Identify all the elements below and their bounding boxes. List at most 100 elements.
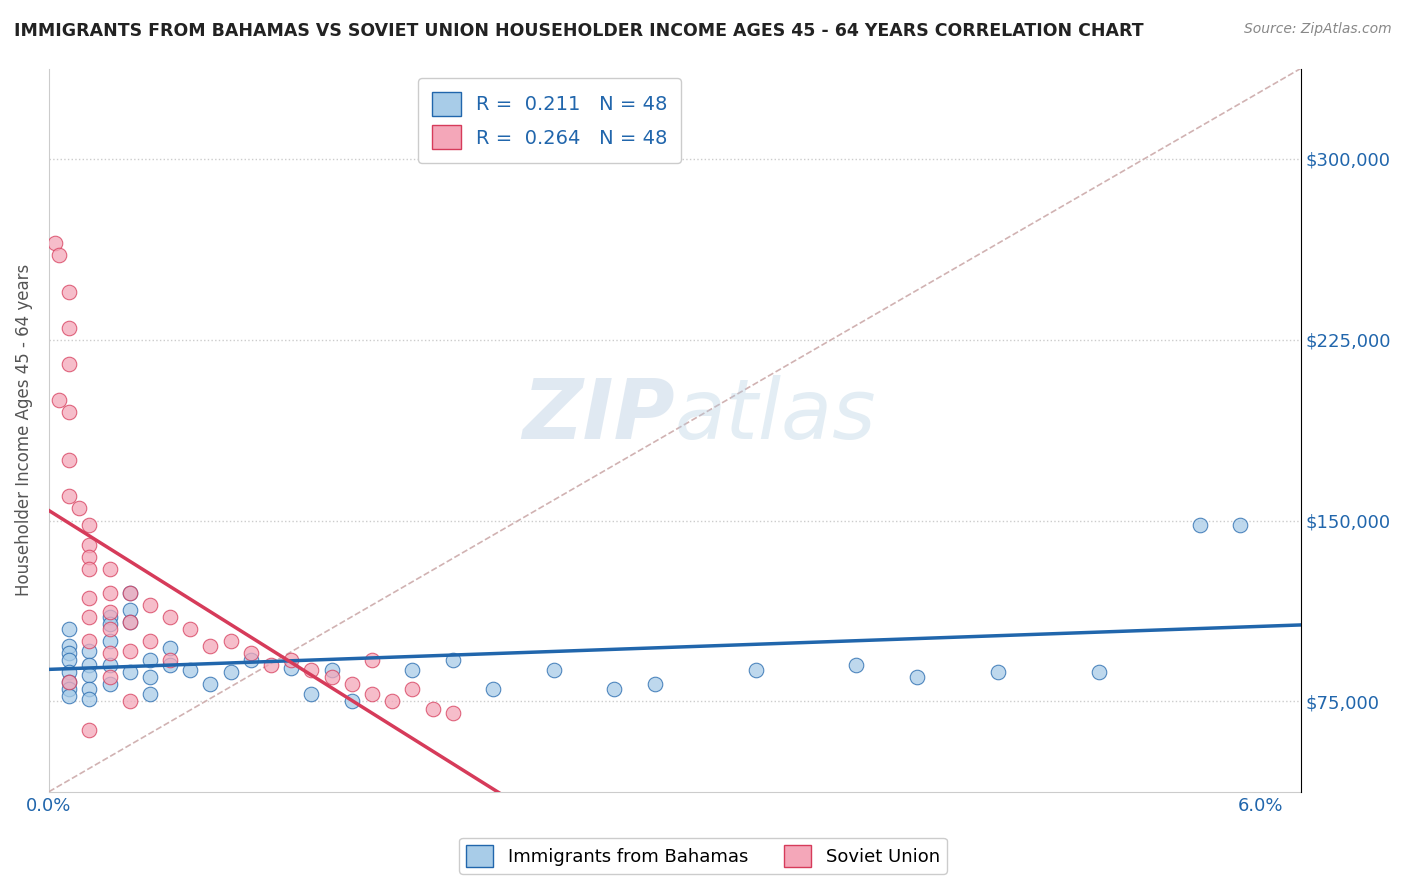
Point: [441, 706, 464, 721]
Point: [79, 591, 101, 605]
Point: [118, 665, 141, 680]
Point: [98, 670, 121, 684]
Point: [280, 660, 302, 674]
Point: [219, 665, 242, 680]
Point: [79, 658, 101, 673]
Point: [118, 643, 141, 657]
Point: [98, 562, 121, 576]
Point: [1188, 518, 1211, 533]
Point: [441, 653, 464, 667]
Point: [79, 549, 101, 564]
Point: [58, 622, 80, 636]
Point: [58, 682, 80, 697]
Point: [603, 682, 626, 697]
Point: [482, 682, 505, 697]
Point: [98, 617, 121, 632]
Point: [118, 615, 141, 629]
Point: [744, 663, 766, 677]
Point: [299, 687, 322, 701]
Text: Source: ZipAtlas.com: Source: ZipAtlas.com: [1244, 22, 1392, 37]
Point: [58, 646, 80, 660]
Text: atlas: atlas: [675, 376, 876, 456]
Point: [139, 687, 162, 701]
Point: [98, 622, 121, 636]
Point: [48, 248, 70, 262]
Point: [401, 663, 423, 677]
Point: [340, 677, 363, 691]
Point: [340, 694, 363, 708]
Legend: Immigrants from Bahamas, Soviet Union: Immigrants from Bahamas, Soviet Union: [458, 838, 948, 874]
Point: [98, 610, 121, 624]
Point: [1229, 518, 1251, 533]
Point: [401, 682, 423, 697]
Text: IMMIGRANTS FROM BAHAMAS VS SOVIET UNION HOUSEHOLDER INCOME AGES 45 - 64 YEARS CO: IMMIGRANTS FROM BAHAMAS VS SOVIET UNION …: [14, 22, 1143, 40]
Point: [260, 658, 283, 673]
Point: [139, 598, 162, 612]
Point: [179, 663, 201, 677]
Point: [79, 634, 101, 648]
Point: [79, 667, 101, 681]
Point: [79, 692, 101, 706]
Point: [79, 610, 101, 624]
Point: [98, 658, 121, 673]
Point: [179, 622, 201, 636]
Point: [118, 586, 141, 600]
Point: [118, 615, 141, 629]
Point: [79, 682, 101, 697]
Point: [219, 634, 242, 648]
Point: [1087, 665, 1109, 680]
Point: [239, 646, 262, 660]
Point: [67, 501, 90, 516]
Point: [58, 405, 80, 419]
Point: [58, 690, 80, 704]
Point: [58, 675, 80, 690]
Point: [321, 670, 343, 684]
Point: [139, 670, 162, 684]
Point: [159, 641, 181, 656]
Point: [58, 675, 80, 690]
Point: [159, 610, 181, 624]
Point: [845, 658, 868, 673]
Point: [48, 392, 70, 407]
Point: [321, 663, 343, 677]
Point: [58, 320, 80, 334]
Point: [58, 639, 80, 653]
Point: [58, 490, 80, 504]
Point: [98, 677, 121, 691]
Point: [98, 634, 121, 648]
Point: [79, 518, 101, 533]
Point: [422, 701, 444, 715]
Point: [905, 670, 928, 684]
Point: [79, 723, 101, 738]
Point: [98, 605, 121, 619]
Point: [44, 236, 66, 251]
Point: [79, 538, 101, 552]
Point: [118, 586, 141, 600]
Legend: R =  0.211   N = 48, R =  0.264   N = 48: R = 0.211 N = 48, R = 0.264 N = 48: [418, 78, 682, 162]
Point: [299, 663, 322, 677]
Point: [280, 653, 302, 667]
Y-axis label: Householder Income Ages 45 - 64 years: Householder Income Ages 45 - 64 years: [15, 264, 32, 596]
Point: [381, 694, 404, 708]
Point: [139, 653, 162, 667]
Point: [58, 653, 80, 667]
Text: ZIP: ZIP: [522, 376, 675, 456]
Point: [98, 586, 121, 600]
Point: [644, 677, 666, 691]
Point: [361, 653, 384, 667]
Point: [239, 653, 262, 667]
Point: [79, 643, 101, 657]
Point: [98, 646, 121, 660]
Point: [58, 357, 80, 371]
Point: [987, 665, 1010, 680]
Point: [159, 658, 181, 673]
Point: [58, 285, 80, 299]
Point: [58, 453, 80, 467]
Point: [79, 562, 101, 576]
Point: [361, 687, 384, 701]
Point: [543, 663, 565, 677]
Point: [118, 603, 141, 617]
Point: [58, 665, 80, 680]
Point: [200, 677, 222, 691]
Point: [200, 639, 222, 653]
